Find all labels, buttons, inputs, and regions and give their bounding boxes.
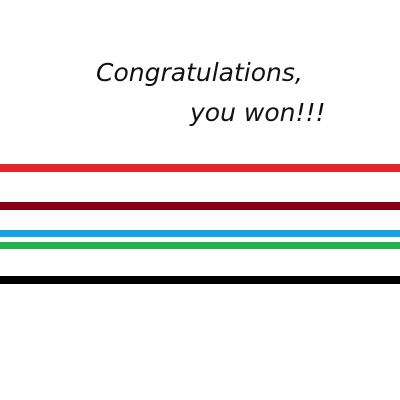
you-won-text: you won!!! (190, 98, 326, 127)
black-stripe (0, 276, 400, 284)
blue-stripe (0, 230, 400, 237)
congratulations-text: Congratulations, (96, 58, 303, 87)
green-stripe (0, 242, 400, 249)
red-stripe (0, 164, 400, 172)
maroon-stripe (0, 202, 400, 210)
